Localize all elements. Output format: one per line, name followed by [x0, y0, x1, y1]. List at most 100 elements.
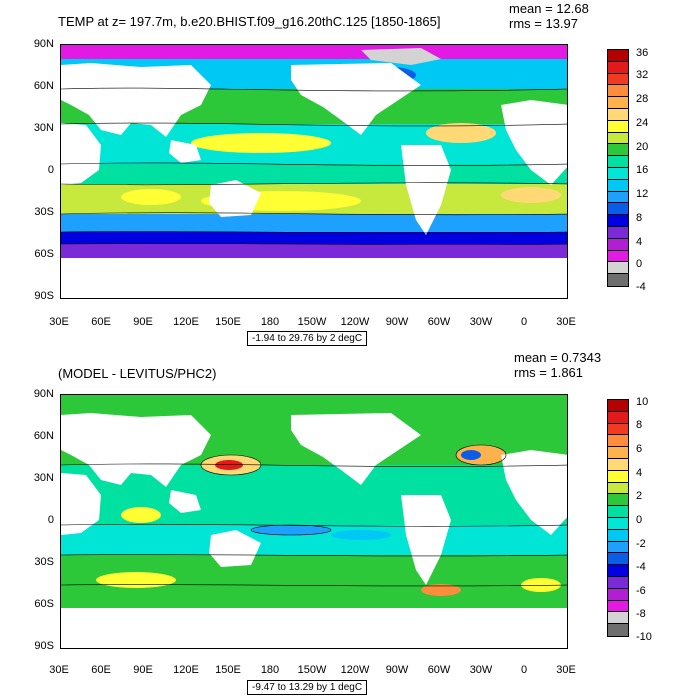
top-lon-label: 90E — [133, 316, 153, 328]
top-land-africa-east — [61, 123, 101, 185]
bottom-land-antarctica — [61, 608, 567, 648]
top-colorbar-swatch — [608, 85, 628, 98]
bottom-lat-label: 0 — [47, 514, 54, 526]
top-lon-label: 60W — [427, 316, 451, 328]
bottom-anom-kuroshio-core — [215, 460, 243, 470]
top-gyre-satl — [501, 187, 561, 203]
bottom-lat-label: 30N — [33, 472, 54, 484]
top-cbar-label: 12 — [636, 188, 649, 200]
bottom-cbar-label: -2 — [636, 538, 646, 550]
top-colorbar-swatch — [608, 203, 628, 216]
top-colorbar-swatch — [608, 250, 628, 263]
bottom-lon-label: 30W — [469, 664, 493, 676]
bottom-cbar-label: 4 — [636, 467, 643, 479]
top-colorbar-swatch — [608, 50, 628, 62]
top-seaice — [361, 48, 441, 65]
bottom-lon-label: 90E — [133, 664, 153, 676]
bottom-anom-eq-pac — [251, 525, 331, 535]
top-lat-label: 90S — [34, 290, 54, 302]
bottom-colorbar-swatch — [608, 565, 628, 577]
bottom-title: (MODEL - LEVITUS/PHC2) — [58, 366, 217, 381]
bottom-anom-brazil — [421, 584, 461, 596]
bottom-lat-label: 90S — [34, 640, 54, 652]
top-map-graphic — [61, 45, 567, 298]
top-land-samerica — [401, 145, 451, 235]
bottom-range-box: -9.47 to 13.29 by 1 degC — [247, 680, 368, 695]
bottom-land-indonesia — [169, 490, 201, 513]
bottom-lat-label: 90N — [33, 388, 54, 400]
top-colorbar-swatch — [608, 144, 628, 157]
bottom-anom-arabian — [121, 507, 161, 523]
top-cbar-label: 24 — [636, 117, 649, 129]
bottom-lon-label: 150W — [297, 664, 327, 676]
top-contours — [61, 87, 567, 245]
bottom-map-graphic — [61, 395, 567, 648]
top-cbar-label: -4 — [636, 281, 646, 293]
bottom-colorbar-swatch — [608, 576, 628, 589]
top-land-namerica — [291, 63, 421, 135]
bottom-colorbar-swatch — [608, 423, 628, 436]
bottom-cbar-label: 6 — [636, 443, 643, 455]
top-rms: rms = 13.97 — [509, 16, 579, 31]
top-colorbar-swatch — [608, 167, 628, 180]
bottom-colorbar-swatch — [608, 624, 628, 636]
top-land-eurasia — [61, 63, 211, 137]
bottom-rms: rms = 1.861 — [514, 365, 584, 380]
bottom-cbar-label: 8 — [636, 419, 643, 431]
bottom-colorbar-swatch — [608, 517, 628, 530]
top-gyre-natl — [426, 123, 496, 143]
top-cbar-label: 36 — [636, 47, 649, 59]
top-lon-label: 90W — [385, 316, 409, 328]
bottom-cbar-label: -8 — [636, 608, 646, 620]
bottom-band-arctic — [61, 395, 567, 407]
bottom-colorbar-swatch — [608, 494, 628, 507]
top-cbar-label: 4 — [636, 236, 643, 248]
bottom-lon-label: 90W — [385, 664, 409, 676]
bottom-lon-label: 60E — [91, 664, 111, 676]
top-colorbar-swatch — [608, 132, 628, 145]
top-lon-label: 120E — [173, 316, 199, 328]
top-colorbar-swatch — [608, 73, 628, 86]
bottom-land — [61, 413, 567, 585]
top-colorbar-swatch — [608, 61, 628, 74]
bottom-lon-label: 30E — [556, 664, 576, 676]
bottom-cbar-label: 2 — [636, 490, 643, 502]
top-colorbar-swatch — [608, 215, 628, 227]
bottom-cbar-label: -4 — [636, 561, 646, 573]
top-colorbar-swatch — [608, 97, 628, 109]
top-lon-label: 30E — [49, 316, 69, 328]
top-colorbar-swatch — [608, 156, 628, 168]
top-colorbar-swatch — [608, 120, 628, 133]
top-lat-label: 0 — [47, 164, 54, 176]
bottom-cbar-label: -6 — [636, 585, 646, 597]
top-band-55s — [61, 232, 567, 244]
bottom-land-samerica — [401, 495, 451, 585]
top-band-60s — [61, 244, 567, 258]
bottom-land-africa-east — [61, 473, 101, 535]
bottom-lon-label: 150E — [215, 664, 241, 676]
top-land-indonesia — [169, 140, 201, 163]
bottom-colorbar-swatch — [608, 529, 628, 542]
bottom-colorbar — [607, 399, 629, 637]
bottom-lon-label: 0 — [520, 664, 528, 676]
bottom-anom-epac — [331, 530, 391, 540]
bottom-lon-label: 120E — [173, 664, 199, 676]
bottom-colorbar-swatch — [608, 470, 628, 483]
top-land — [61, 63, 567, 235]
bottom-land-eurasia — [61, 413, 211, 487]
top-lat-label: 60N — [33, 80, 54, 92]
bottom-lat-label: 60S — [34, 598, 54, 610]
bottom-colorbar-swatch — [608, 400, 628, 412]
bottom-anom-cold-natl — [461, 450, 481, 460]
bottom-colorbar-swatch — [608, 458, 628, 471]
top-lon-label: 60E — [91, 316, 111, 328]
top-colorbar-swatch — [608, 262, 628, 275]
bottom-land-namerica — [291, 413, 421, 485]
top-lat-label: 60S — [34, 248, 54, 260]
top-lon-label: 150E — [215, 316, 241, 328]
bottom-lon-label: 60W — [427, 664, 451, 676]
bottom-colorbar-swatch — [608, 612, 628, 625]
top-lon-label: 0 — [520, 316, 528, 328]
bottom-colorbar-swatch — [608, 541, 628, 554]
top-lon-label: 150W — [297, 316, 327, 328]
